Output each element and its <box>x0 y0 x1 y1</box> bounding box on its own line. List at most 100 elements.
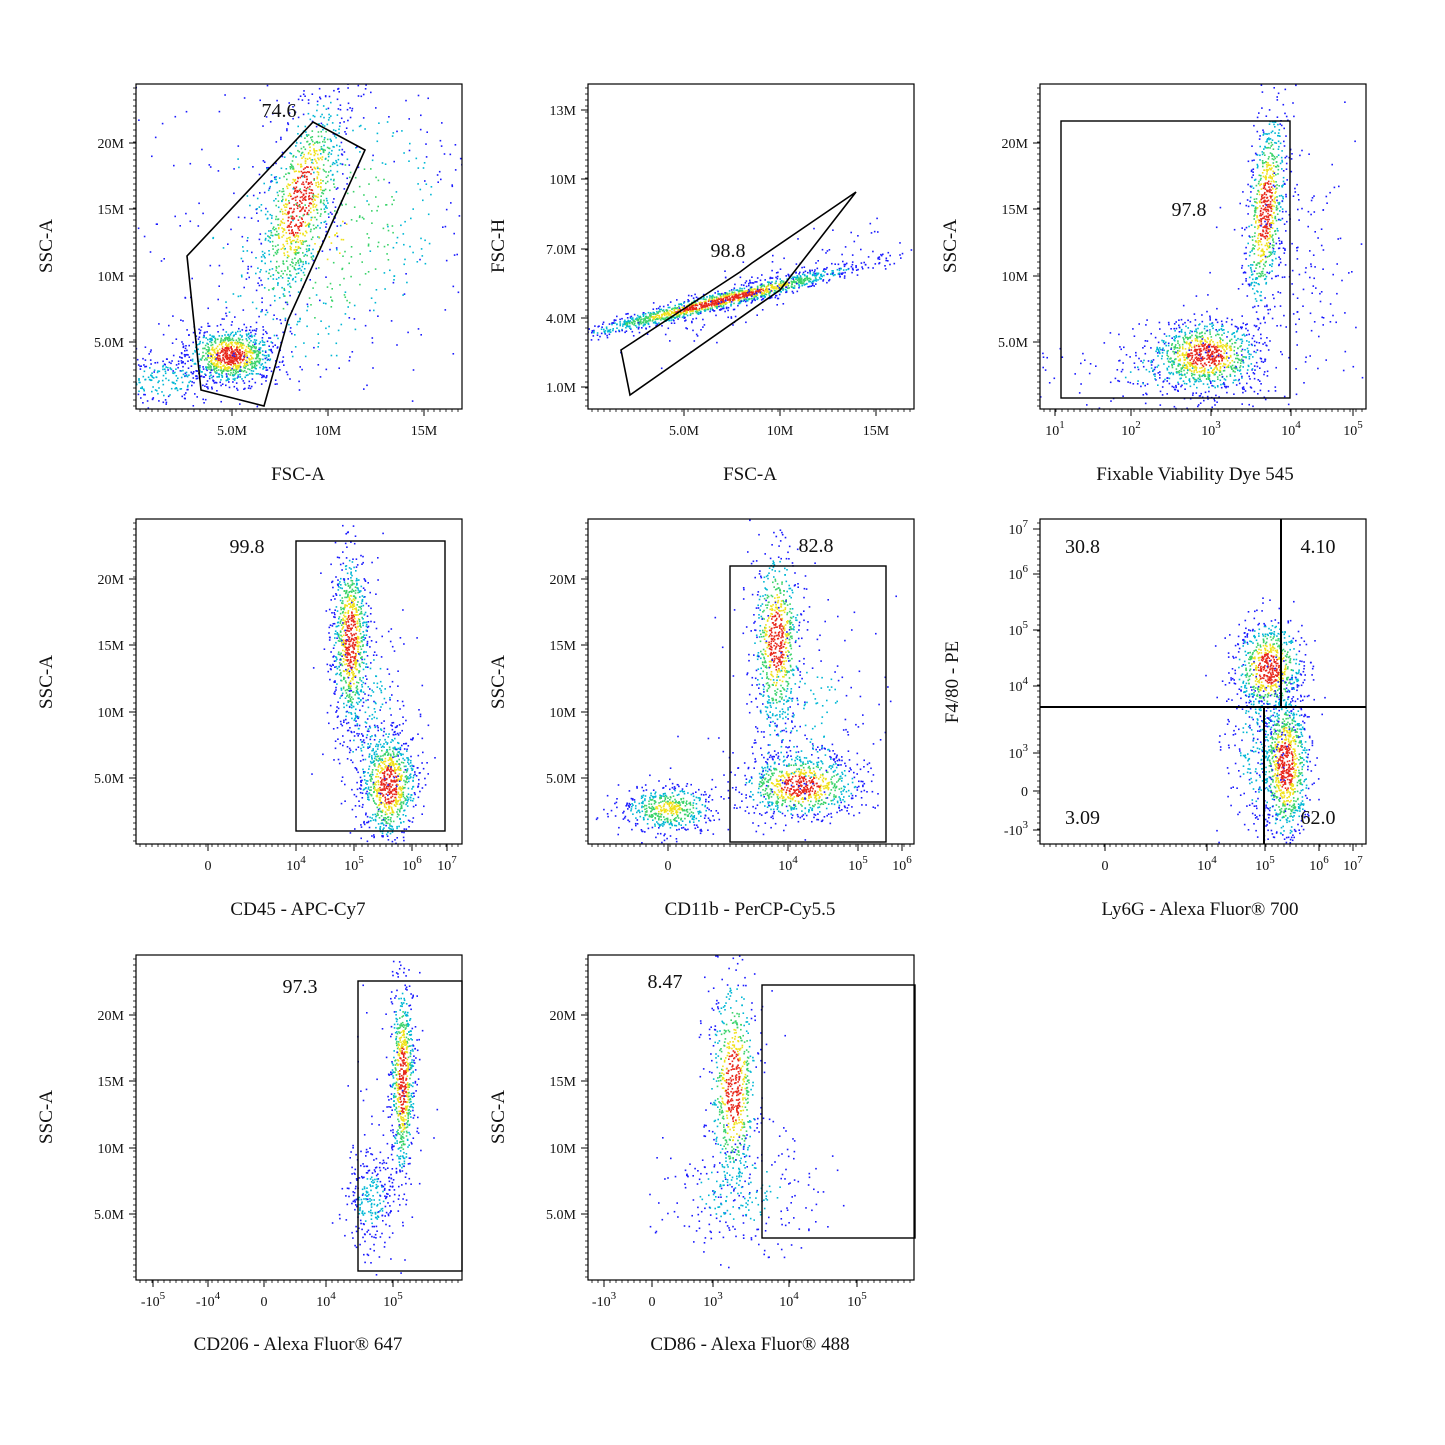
event-dot <box>275 266 278 268</box>
event-dot <box>656 317 659 319</box>
event-dot <box>226 361 228 364</box>
event-dot <box>210 362 212 365</box>
event-dot <box>740 296 742 299</box>
event-dot <box>709 310 711 313</box>
event-dot <box>233 356 236 359</box>
event-dot <box>270 230 272 232</box>
event-dot <box>1157 355 1159 357</box>
event-dot <box>1223 378 1226 380</box>
event-dot <box>326 146 329 149</box>
event-dot <box>315 182 317 184</box>
event-dot <box>847 268 849 271</box>
event-dot <box>588 328 590 330</box>
event-dot <box>561 84 563 86</box>
event-dot <box>234 373 237 375</box>
event-dot <box>296 189 298 192</box>
event-dot <box>283 156 286 158</box>
event-dot <box>1189 359 1191 362</box>
event-dot <box>1216 333 1219 336</box>
event-dot <box>337 51 339 53</box>
event-dot <box>254 360 256 363</box>
event-dot <box>604 332 606 334</box>
event-dot <box>316 171 319 173</box>
event-dot <box>771 269 773 272</box>
event-dot <box>229 367 231 369</box>
event-dot <box>224 334 226 336</box>
event-dot <box>304 95 306 97</box>
y-tick-label-2-2: 4.0M <box>546 312 577 327</box>
event-dot <box>119 18 121 20</box>
event-dot <box>803 274 806 276</box>
event-dot <box>288 291 291 293</box>
event-dot <box>1184 358 1187 361</box>
event-dot <box>672 311 675 314</box>
event-dot <box>268 337 270 339</box>
event-dot <box>1201 356 1204 358</box>
event-dot <box>323 170 326 172</box>
event-dot <box>454 144 457 146</box>
event-dot <box>212 379 214 381</box>
event-dot <box>210 355 212 357</box>
event-dot <box>738 300 741 303</box>
event-dot <box>327 202 329 204</box>
event-dot <box>1220 344 1223 347</box>
event-dot <box>270 260 272 263</box>
event-dot <box>195 375 198 377</box>
event-dot <box>619 321 621 323</box>
event-dot <box>315 218 318 221</box>
event-dot <box>388 116 390 118</box>
event-dot <box>1158 321 1161 324</box>
event-dot <box>645 315 647 318</box>
event-dot <box>392 132 395 134</box>
event-dot <box>685 310 688 313</box>
event-dot <box>181 357 183 359</box>
event-dot <box>743 299 746 302</box>
event-dot <box>137 364 140 366</box>
event-dot <box>214 340 217 342</box>
event-dot <box>652 302 655 304</box>
event-dot <box>1184 321 1186 324</box>
event-dot <box>258 206 261 208</box>
event-dot <box>586 335 588 337</box>
event-dot <box>115 385 117 387</box>
event-dot <box>1207 351 1209 353</box>
event-dot <box>308 198 311 200</box>
event-dot <box>342 43 344 45</box>
event-dot <box>1222 344 1224 346</box>
event-dot <box>665 313 668 316</box>
event-dot <box>238 353 240 356</box>
event-dot <box>851 263 854 266</box>
event-dot <box>1195 367 1198 369</box>
event-dot <box>288 210 290 213</box>
event-dot <box>726 295 728 297</box>
event-dot <box>286 373 289 376</box>
event-dot <box>242 441 244 443</box>
event-dot <box>172 354 175 357</box>
event-dot <box>326 138 329 141</box>
event-dot <box>551 334 553 336</box>
event-dot <box>1221 329 1224 332</box>
event-dot <box>625 321 628 323</box>
event-dot <box>193 381 195 384</box>
event-dot <box>286 237 288 240</box>
event-dot <box>299 176 301 179</box>
event-dot <box>367 245 370 247</box>
event-dot <box>801 284 803 287</box>
event-dot <box>756 296 759 299</box>
event-dot <box>760 294 762 297</box>
event-dot <box>234 377 236 380</box>
event-dot <box>257 350 260 353</box>
event-dot <box>191 277 193 280</box>
event-dot <box>612 329 614 332</box>
event-dot <box>283 287 285 290</box>
event-dot <box>217 170 220 172</box>
event-dot <box>207 325 210 327</box>
event-dot <box>1237 347 1239 350</box>
event-dot <box>735 289 737 291</box>
event-dot <box>169 394 171 396</box>
event-dot <box>284 206 286 208</box>
event-dot <box>1212 369 1214 372</box>
event-dot <box>814 275 816 277</box>
event-dot <box>1215 345 1217 348</box>
event-dot <box>1173 405 1176 408</box>
